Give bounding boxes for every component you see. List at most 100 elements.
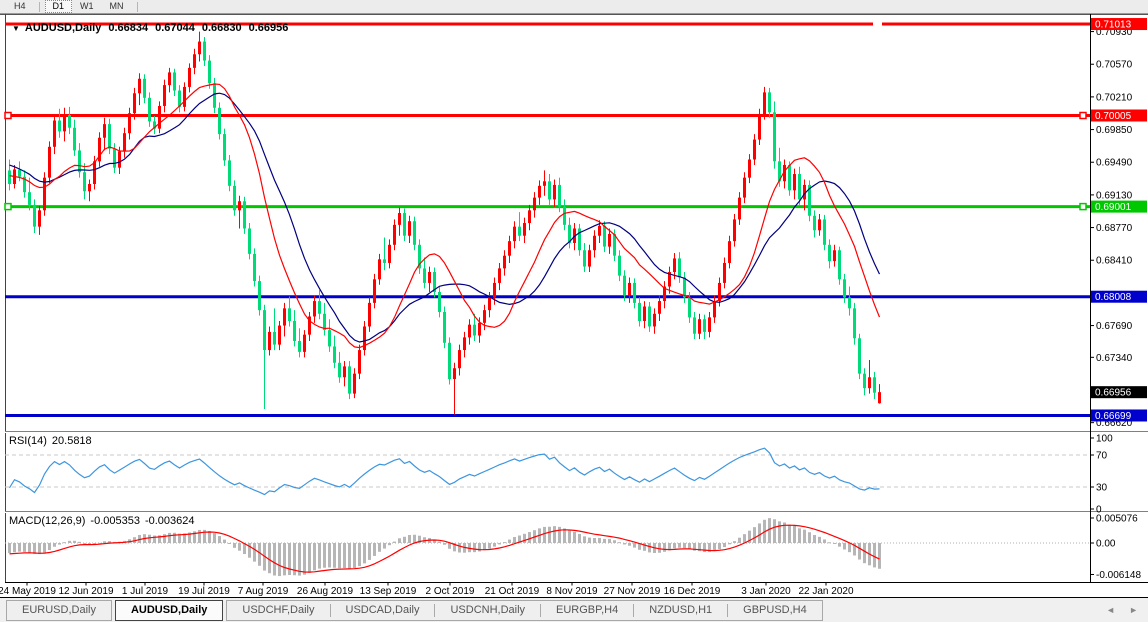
tab-usdcad-daily[interactable]: USDCAD,Daily [345,604,420,616]
timeframe-toolbar: H4 D1 W1 MN [0,0,1148,14]
toolbar-separator [136,1,138,12]
svg-text:100: 100 [1096,434,1113,445]
tab-group: USDCHF,Daily USDCAD,Daily USDCNH,Daily EURG… [226,599,823,621]
chart-symbol-label: AUDUSD,Daily [24,22,102,34]
svg-text:0.68008: 0.68008 [1095,292,1132,303]
svg-text:0.67690: 0.67690 [1096,321,1133,332]
svg-text:0.70570: 0.70570 [1096,60,1133,71]
svg-text:0.66956: 0.66956 [1095,388,1132,399]
svg-text:1 Jul 2019: 1 Jul 2019 [122,586,169,597]
tab-separator [727,603,729,617]
candles [8,31,881,415]
hline-endpoint-handle[interactable] [4,111,12,120]
tab-separator [633,603,635,617]
ohlc-high: 0.67044 [155,22,195,34]
tab-gbpusd-h4[interactable]: GBPUSD,H4 [743,604,807,616]
tab-separator [540,603,542,617]
svg-text:0.71013: 0.71013 [1095,20,1132,31]
tab-group: AUDUSD,Daily [114,599,224,621]
svg-text:-0.006148: -0.006148 [1096,570,1141,581]
tab-eurusd-daily[interactable]: EURUSD,Daily [22,604,96,616]
ma-slow-line [9,92,881,343]
svg-text:0.70210: 0.70210 [1096,92,1133,103]
tab-usdcnh-daily[interactable]: USDCNH,Daily [450,604,526,616]
svg-text:3 Jan 2020: 3 Jan 2020 [741,586,791,597]
horizontal-lines [4,22,1090,417]
tab-scroll-controls: ◄ ► [1106,598,1138,622]
svg-text:0.66699: 0.66699 [1095,411,1132,422]
rsi-indicator-label: RSI(14) 20.5818 [9,435,92,447]
macd-main-value: -0.005353 [90,515,140,527]
svg-text:0.69001: 0.69001 [1095,202,1132,213]
svg-text:27 Nov 2019: 27 Nov 2019 [604,586,661,597]
chart-tabs: EURUSD,Daily AUDUSD,Daily USDCHF,Daily USDC… [6,599,826,621]
macd-indicator-label: MACD(12,26,9) -0.005353 -0.003624 [9,515,195,527]
toolbar-separator [38,1,40,12]
svg-text:0.69850: 0.69850 [1096,125,1133,136]
svg-text:21 Oct 2019: 21 Oct 2019 [485,586,540,597]
macd-signal-value: -0.003624 [144,515,195,527]
svg-text:0.70005: 0.70005 [1095,111,1132,122]
timeframe-button-w1[interactable]: W1 [80,1,94,11]
svg-text:2 Oct 2019: 2 Oct 2019 [426,586,475,597]
svg-text:0: 0 [1096,505,1102,516]
hline-drag-handle[interactable] [873,22,882,27]
hline-endpoint-handle[interactable] [1079,111,1087,120]
tab-scroll-left-icon[interactable]: ◄ [1106,605,1116,615]
svg-text:30: 30 [1096,483,1108,494]
chart-window: 0.70930 0.70570 0.70210 0.69850 0.69490 0.691… [0,14,1148,597]
svg-text:0.005076: 0.005076 [1096,514,1138,525]
rsi-name: RSI(14) [9,435,47,447]
current-price-badge [1091,386,1147,399]
svg-text:16 Dec 2019: 16 Dec 2019 [664,586,721,597]
chart-tab-bar: EURUSD,Daily AUDUSD,Daily USDCHF,Daily USDC… [0,597,1148,622]
timeframe-button-h4[interactable]: H4 [14,1,26,11]
tab-usdchf-daily[interactable]: USDCHF,Daily [242,604,315,616]
price-badge-0.70005 [1091,109,1147,122]
svg-text:70: 70 [1096,451,1108,462]
price-badge-0.66699 [1091,409,1147,422]
svg-text:0.67340: 0.67340 [1096,353,1133,364]
chart-canvas[interactable]: 0.70930 0.70570 0.70210 0.69850 0.69490 0.691… [0,14,1148,597]
tab-separator [434,603,436,617]
chart-title: ▼ AUDUSD,Daily 0.66834 0.67044 0.66830 0.6695… [12,22,288,34]
svg-text:0.68770: 0.68770 [1096,223,1133,234]
svg-text:0.70930: 0.70930 [1096,27,1133,38]
price-axis: 0.70930 0.70570 0.70210 0.69850 0.69490 0.691… [1090,18,1147,581]
svg-text:8 Nov 2019: 8 Nov 2019 [546,586,598,597]
rsi-value: 20.5818 [51,435,92,447]
tab-audusd-daily[interactable]: AUDUSD,Daily [130,604,208,616]
svg-text:26 Aug 2019: 26 Aug 2019 [297,586,354,597]
svg-text:7 Aug 2019: 7 Aug 2019 [238,586,289,597]
ohlc-open: 0.66834 [108,22,149,34]
ohlc-low: 0.66830 [201,22,242,34]
hline-endpoint-handle[interactable] [4,202,12,211]
price-badge-0.69001 [1091,200,1147,213]
svg-text:13 Sep 2019: 13 Sep 2019 [360,586,417,597]
svg-text:0.00: 0.00 [1096,539,1116,550]
svg-text:22 Jan 2020: 22 Jan 2020 [798,586,853,597]
ma-fast-line [9,83,881,349]
tab-group: EURUSD,Daily [6,599,112,621]
tab-nzdusd-h1[interactable]: NZDUSD,H1 [649,604,713,616]
svg-text:12 Jun 2019: 12 Jun 2019 [58,586,113,597]
price-badge-0.68008 [1091,290,1147,303]
macd-signal-line [9,524,880,573]
ohlc-close: 0.66956 [248,22,289,34]
svg-text:0.66620: 0.66620 [1096,418,1133,429]
svg-text:24 May 2019: 24 May 2019 [0,586,56,597]
timeframe-button-mn[interactable]: MN [109,1,124,11]
tab-scroll-right-icon[interactable]: ► [1129,605,1138,615]
tab-eurgbp-h4[interactable]: EURGBP,H4 [556,604,619,616]
timeframe-button-d1[interactable]: D1 [44,0,73,13]
svg-text:0.69130: 0.69130 [1096,190,1133,201]
svg-text:0.68410: 0.68410 [1096,256,1133,267]
time-axis: 24 May 2019 12 Jun 2019 1 Jul 2019 19 Jul 2… [0,582,854,597]
svg-text:19 Jul 2019: 19 Jul 2019 [178,586,230,597]
svg-text:0.69490: 0.69490 [1096,158,1133,169]
macd-name: MACD(12,26,9) [9,515,86,527]
hline-endpoint-handle[interactable] [1079,202,1087,211]
chart-dropdown-icon[interactable]: ▼ [12,24,20,33]
rsi-line [8,447,880,496]
macd-histogram [8,518,881,577]
